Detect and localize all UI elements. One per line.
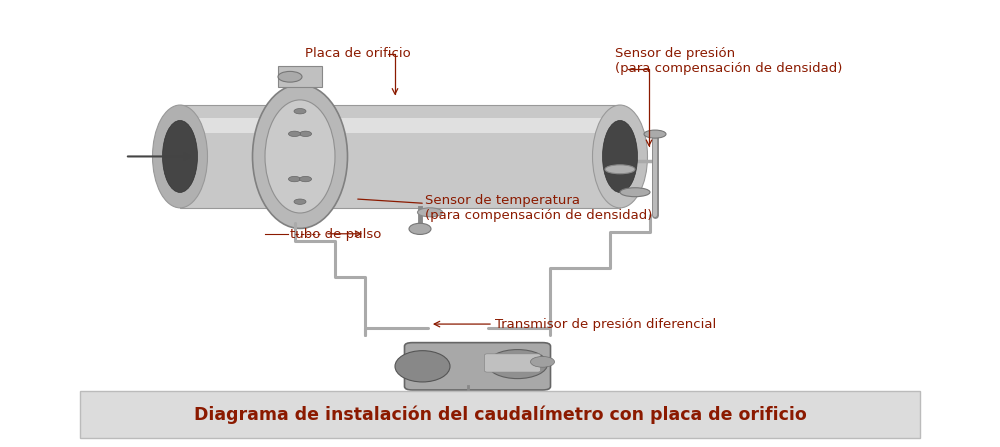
Polygon shape (180, 118, 620, 133)
Ellipse shape (620, 188, 650, 197)
Ellipse shape (395, 351, 450, 382)
Ellipse shape (592, 105, 648, 208)
Circle shape (294, 199, 306, 204)
Text: Sensor de presión
(para compensación de densidad): Sensor de presión (para compensación de … (615, 47, 842, 75)
Ellipse shape (252, 84, 348, 228)
Ellipse shape (162, 120, 198, 192)
Circle shape (300, 131, 312, 136)
Ellipse shape (605, 165, 635, 174)
Text: Sensor de temperatura
(para compensación de densidad): Sensor de temperatura (para compensación… (425, 194, 652, 223)
FancyBboxPatch shape (485, 354, 541, 372)
Ellipse shape (602, 120, 638, 192)
Circle shape (294, 109, 306, 114)
FancyBboxPatch shape (404, 343, 550, 390)
Ellipse shape (409, 224, 431, 234)
Ellipse shape (418, 208, 442, 217)
Ellipse shape (644, 130, 666, 138)
Ellipse shape (265, 100, 335, 213)
Circle shape (278, 72, 302, 82)
Circle shape (288, 177, 300, 182)
Text: Transmisor de presión diferencial: Transmisor de presión diferencial (495, 317, 716, 331)
Circle shape (300, 177, 312, 182)
Text: Diagrama de instalación del caudalímetro con placa de orificio: Diagrama de instalación del caudalímetro… (194, 405, 806, 424)
Text: tubo de pulso: tubo de pulso (290, 228, 381, 241)
Circle shape (288, 131, 300, 136)
Ellipse shape (488, 350, 548, 379)
Text: Placa de orificio: Placa de orificio (305, 47, 411, 60)
Circle shape (530, 357, 554, 367)
Ellipse shape (152, 105, 208, 208)
Polygon shape (180, 105, 620, 208)
FancyBboxPatch shape (80, 391, 920, 438)
Polygon shape (278, 67, 322, 87)
